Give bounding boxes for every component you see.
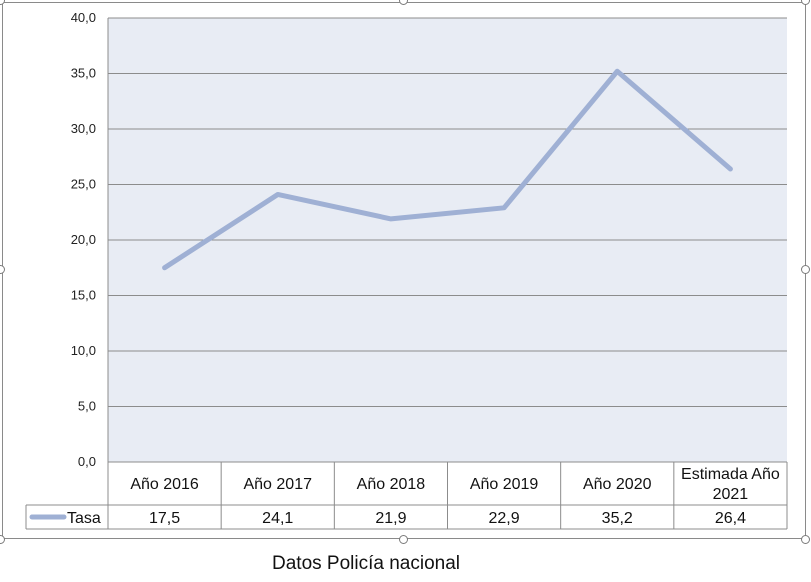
y-tick-label: 5,0	[78, 399, 96, 414]
resize-handle-middle-right[interactable]	[801, 265, 810, 274]
data-label: 35,2	[602, 510, 633, 527]
y-tick-label: 30,0	[71, 121, 96, 136]
y-tick-label: 15,0	[71, 288, 96, 303]
y-tick-label: 40,0	[71, 10, 96, 25]
y-tick-label: 0,0	[78, 454, 96, 469]
category-label: 2021	[713, 486, 749, 503]
data-table: Año 2016 Año 2017 Año 2018 Año 2019 Año 2020…	[25, 461, 788, 530]
data-point	[502, 206, 506, 210]
legend-label: Tasa	[67, 510, 101, 527]
data-label: 21,9	[375, 510, 406, 527]
data-point	[163, 266, 167, 270]
data-label: 26,4	[715, 510, 746, 527]
y-tick-label: 10,0	[71, 343, 96, 358]
series-line	[162, 68, 733, 271]
category-label: Año 2016	[130, 476, 199, 493]
resize-handle-middle-left[interactable]	[0, 265, 5, 274]
data-point	[615, 69, 619, 73]
resize-handle-top-center[interactable]	[399, 0, 408, 5]
series-tasa	[162, 68, 733, 271]
data-point	[389, 217, 393, 221]
data-label: 17,5	[149, 510, 180, 527]
legend: Tasa	[29, 510, 101, 527]
category-label: Estimada Año	[681, 466, 780, 483]
y-tick-label: 25,0	[71, 177, 96, 192]
resize-handle-top-left[interactable]	[0, 0, 5, 5]
resize-handle-bottom-right[interactable]	[801, 535, 810, 544]
y-tick-label: 35,0	[71, 66, 96, 81]
category-label: Año 2017	[243, 476, 312, 493]
y-tick-label: 20,0	[71, 232, 96, 247]
y-axis-ticks: 0,0 5,0 10,0 15,0 20,0 25,0 30,0 35,0 40,0	[71, 10, 96, 469]
data-point	[728, 167, 732, 171]
category-label: Año 2018	[357, 476, 426, 493]
category-label: Año 2020	[583, 476, 652, 493]
resize-handle-top-right[interactable]	[801, 0, 810, 5]
data-label: 24,1	[262, 510, 293, 527]
resize-handle-bottom-left[interactable]	[0, 535, 5, 544]
chart-caption: Datos Policía nacional	[272, 553, 460, 574]
line-chart: 0,0 5,0 10,0 15,0 20,0 25,0 30,0 35,0 40,0 Año 2…	[25, 10, 788, 530]
category-label: Año 2019	[470, 476, 539, 493]
resize-handle-bottom-center[interactable]	[399, 535, 408, 544]
data-point	[276, 192, 280, 196]
data-label: 22,9	[489, 510, 520, 527]
